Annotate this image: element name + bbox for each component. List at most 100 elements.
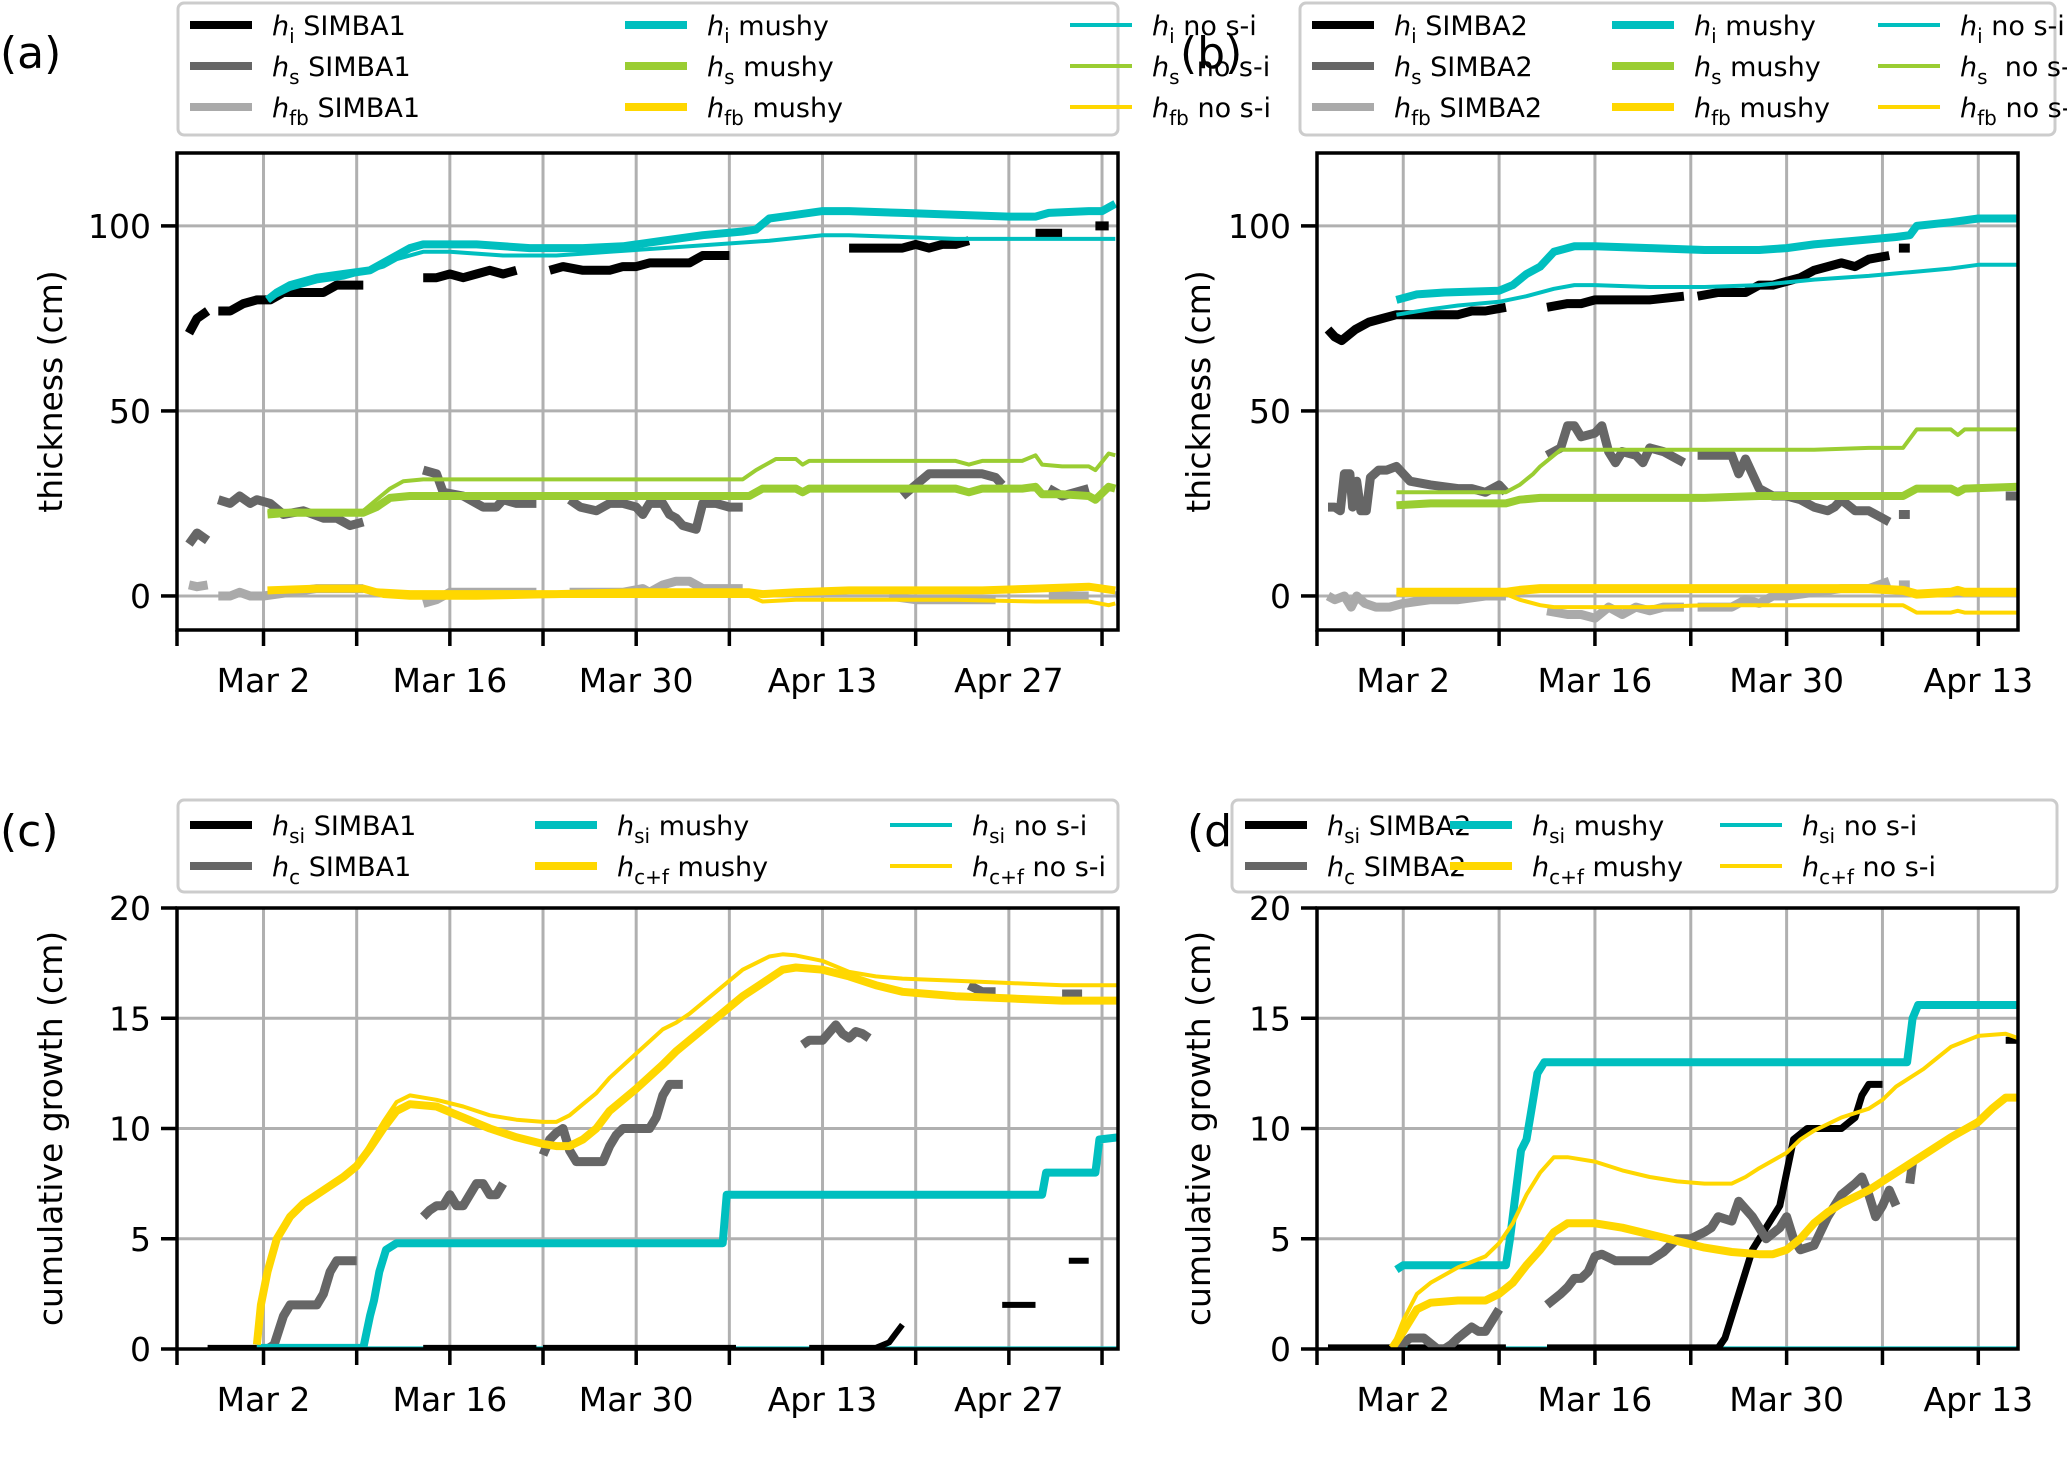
legend-symbol: h [617,811,634,842]
legend-subscript: fb [724,106,744,130]
legend-text: no s-i [1854,852,1936,883]
legend-entry: hc+f no s-i [890,852,1106,889]
legend-text: mushy [730,11,829,42]
legend-text: SIMBA1 [295,11,406,42]
legend-label: hsi mushy [1532,811,1664,848]
series-line-hs-simba1 [899,469,1006,500]
legend-label: hfb SIMBA2 [1394,93,1542,130]
legend-symbol: h [1960,11,1977,42]
legend-box [176,798,1120,894]
x-tick-label: Mar 30 [1729,1380,1844,1419]
legend-symbol: h [1394,52,1411,83]
x-tick-label: Apr 13 [768,1380,878,1419]
y-axis: 0 50 100 [1228,207,1317,616]
series-line-hc-simba1 [800,1020,872,1049]
legend-subscript: c [289,865,300,889]
gridlines [177,153,1118,630]
panel-c: Mar 2 Mar 16 Mar 30 Apr 13 Apr 27 0 5 10 15 20 cum… [0,798,1120,1419]
legend-label: hs mushy [1694,52,1821,89]
legend-subscript: fb [1977,106,1997,130]
y-tick-label: 0 [130,577,151,616]
x-tick-label: Apr 13 [768,661,878,700]
legend-symbol: h [1802,811,1819,842]
legend-label: hs SIMBA2 [1394,52,1533,89]
legend-text: no s-i [1005,811,1087,842]
legend-text: no s-i [1180,52,1271,83]
legend-label: hsi SIMBA1 [272,811,416,848]
legend-entry: hi SIMBA2 [1312,11,1528,48]
series-line-hi-simba1 [423,265,518,283]
x-tick-label: Mar 2 [217,661,311,700]
y-tick-label: 0 [130,1330,151,1369]
legend-text: SIMBA2 [1355,852,1466,883]
legend-entry: hi no s-i [1878,11,2065,48]
legend-symbol: h [972,811,989,842]
legend-label: hfb no s-i [1152,93,1271,130]
series-line-hs-no-s-i [1396,427,2018,495]
legend-subscript: s [1411,65,1421,89]
legend-text: SIMBA1 [300,52,411,83]
legend-symbol: h [1327,852,1344,883]
series-line-hfb-simba2 [1325,591,1506,612]
legend-text: mushy [650,811,749,842]
legend-subscript: si [1819,824,1835,848]
legend-label: hsi mushy [617,811,749,848]
legend-symbol: h [1532,852,1549,883]
legend-symbol: h [1152,52,1169,83]
legend-label: hs mushy [707,52,834,89]
x-axis: Mar 2 Mar 16 Mar 30 Apr 13 Apr 27 [175,630,1104,700]
legend-box [1230,798,2059,894]
legend-entry: hc SIMBA1 [190,852,411,889]
series-line-hc-simba1 [538,1079,683,1167]
x-tick-label: Mar 30 [579,1380,694,1419]
legend-entry: hi SIMBA1 [190,11,406,48]
legend-subscript: c+f [1819,865,1855,889]
legend-entry: hsi mushy [1450,811,1664,848]
legend-text: mushy [1722,52,1821,83]
legend-entry: hfb mushy [1612,93,1830,130]
legend-entry: hc+f mushy [535,852,768,889]
legend-symbol: h [972,852,989,883]
x-tick-label: Mar 16 [392,661,507,700]
legend-subscript: c+f [1549,865,1585,889]
legend-symbol: h [1152,93,1169,124]
series-line-hs-mushy [1396,482,2018,510]
legend-entry: hs mushy [625,52,834,89]
x-axis: Mar 2 Mar 16 Mar 30 Apr 13 [1315,630,2033,700]
series-line-hfb-mushy [267,582,1116,599]
y-tick-label: 50 [109,392,151,431]
y-axis: 0 5 10 15 20 [1249,889,1317,1369]
legend-entry: hsi mushy [535,811,749,848]
series-group [185,200,1118,608]
series-group [1328,1001,2018,1349]
legend-entry: hc+f no s-i [1720,852,1936,889]
legend-text: mushy [1731,93,1830,124]
legend-symbol: h [1694,52,1711,83]
legend-text: mushy [669,852,768,883]
legend-text: SIMBA2 [1422,52,1533,83]
legend-symbol: h [272,93,289,124]
legend-subscript: i [1411,24,1417,48]
series-line-hi-simba1 [849,236,971,253]
series-line-hs-mushy [267,482,1117,519]
y-tick-label: 50 [1249,392,1291,431]
series-group [207,952,1118,1349]
legend-entry: hsi SIMBA2 [1245,811,1471,848]
legend-label: hsi no s-i [1802,811,1917,848]
legend-entry: hsi no s-i [890,811,1087,848]
series-line-hs-simba2 [1544,421,1687,468]
x-tick-label: Mar 2 [1356,661,1450,700]
legend-symbol: h [1694,11,1711,42]
legend-text: mushy [1565,811,1664,842]
legend-symbol: h [272,852,289,883]
x-tick-label: Mar 30 [579,661,694,700]
legend-entry: hc+f mushy [1450,852,1683,889]
legend-label: hi mushy [707,11,829,48]
series-line-hs-no-s-i [267,451,1116,513]
legend-label: hfb SIMBA1 [272,93,420,130]
legend-entry: hs SIMBA2 [1312,52,1533,89]
y-tick-label: 100 [88,207,151,246]
y-tick-label: 100 [1228,207,1291,246]
legend-subscript: s [1711,65,1721,89]
